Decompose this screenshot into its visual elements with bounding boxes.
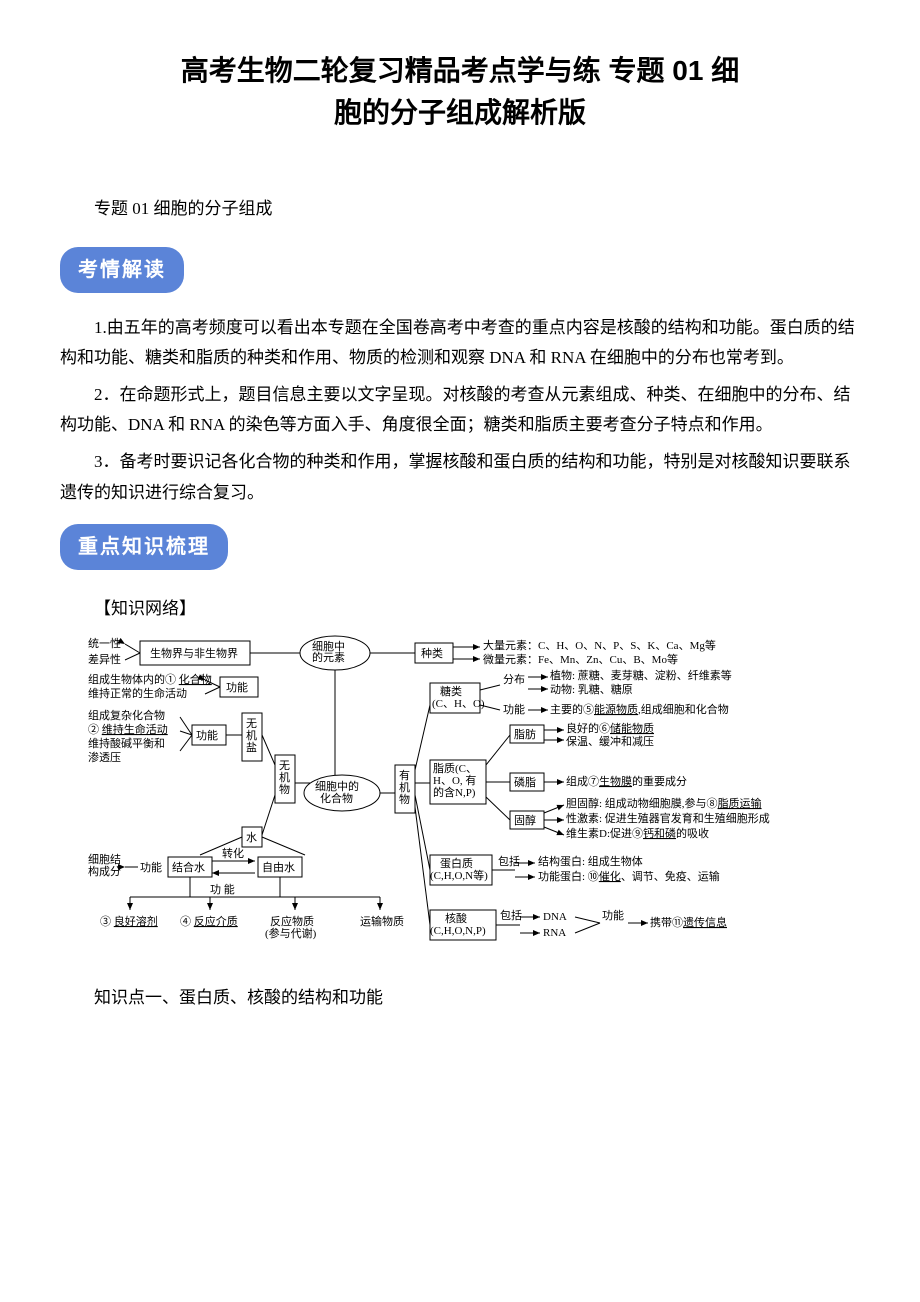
svg-text:机: 机 (279, 770, 290, 784)
svg-text:物: 物 (399, 792, 410, 806)
svg-text:组成⑦生物膜的重要成分: 组成⑦生物膜的重要成分 (566, 774, 687, 788)
network-heading: 【知识网络】 (60, 594, 860, 625)
knowledge-diagram: 统一性 差异性 生物界与非生物界 细胞中 的元素 种类 大量元素：C、H、O、N… (80, 635, 840, 976)
svg-text:功能: 功能 (196, 728, 218, 742)
svg-text:功能: 功能 (503, 702, 525, 716)
svg-text:组成复杂化合物: 组成复杂化合物 (88, 708, 165, 722)
svg-text:水: 水 (246, 831, 257, 844)
svg-text:糖类: 糖类 (440, 684, 462, 698)
svg-text:转化: 转化 (222, 846, 244, 860)
svg-text:细胞中的: 细胞中的 (315, 779, 359, 793)
svg-text:的元素: 的元素 (312, 650, 345, 664)
svg-text:④ 反应介质: ④ 反应介质 (180, 914, 238, 928)
svg-text:固醇: 固醇 (514, 813, 536, 827)
svg-text:携带⑪遗传信息: 携带⑪遗传信息 (650, 915, 727, 929)
svg-text:维生素D:促进⑨钙和磷的吸收: 维生素D:促进⑨钙和磷的吸收 (566, 826, 709, 840)
svg-text:脂质(C、: 脂质(C、 (433, 761, 477, 775)
svg-text:机: 机 (246, 728, 257, 742)
d-bioworld: 生物界与非生物界 (150, 646, 238, 660)
svg-text:蛋白质: 蛋白质 (440, 856, 473, 870)
svg-text:结合水: 结合水 (172, 860, 205, 874)
svg-text:包括: 包括 (500, 908, 522, 922)
svg-text:包括: 包括 (498, 854, 520, 868)
svg-text:脂肪: 脂肪 (514, 727, 536, 741)
d-kinds: 种类 (421, 646, 443, 660)
svg-text:胆固醇: 组成动物细胞膜,参与⑧脂质运输: 胆固醇: 组成动物细胞膜,参与⑧脂质运输 (566, 796, 762, 810)
svg-text:功能蛋白: ⑩催化、调节、免疫、运输: 功能蛋白: ⑩催化、调节、免疫、运输 (538, 869, 720, 883)
svg-text:运输物质: 运输物质 (360, 914, 404, 928)
d-func: 功能 (226, 680, 248, 694)
svg-text:构成分: 构成分 (88, 864, 121, 878)
topic-1: 知识点一、蛋白质、核酸的结构和功能 (60, 983, 860, 1014)
svg-text:RNA: RNA (543, 927, 566, 939)
paragraph-2: 2．在命题形式上，题目信息主要以文字呈现。对核酸的考查从元素组成、种类、在细胞中… (60, 380, 860, 441)
title-line-1: 高考生物二轮复习精品考点学与练 专题 01 细 (181, 55, 740, 86)
d-unity: 统一性 (88, 636, 121, 650)
subtitle: 专题 01 细胞的分子组成 (60, 194, 860, 225)
d-comp1: 组成生物体内的① 化合物 (88, 672, 212, 686)
svg-text:DNA: DNA (543, 911, 567, 923)
svg-text:(C,H,O,N等): (C,H,O,N等) (430, 868, 488, 882)
d-diff: 差异性 (88, 652, 121, 666)
svg-text:性激素: 促进生殖器官发育和生殖细胞形成: 性激素: 促进生殖器官发育和生殖细胞形成 (566, 811, 770, 825)
svg-text:H、O, 有: H、O, 有 (433, 773, 476, 787)
tag-exam-reading: 考情解读 (60, 247, 184, 293)
svg-text:保温、缓冲和减压: 保温、缓冲和减压 (566, 734, 654, 748)
svg-text:核酸: 核酸 (445, 911, 467, 925)
svg-text:主要的⑤能源物质,组成细胞和化合物: 主要的⑤能源物质,组成细胞和化合物 (550, 702, 729, 716)
svg-text:功 能: 功 能 (210, 882, 235, 896)
svg-text:(C,H,O,N,P): (C,H,O,N,P) (430, 925, 486, 937)
svg-text:植物: 蔗糖、麦芽糖、淀粉、纤维素等: 植物: 蔗糖、麦芽糖、淀粉、纤维素等 (550, 668, 732, 682)
svg-text:无: 无 (246, 718, 257, 730)
svg-text:反应物质: 反应物质 (270, 914, 314, 928)
svg-text:无: 无 (279, 760, 290, 772)
svg-text:③ 良好溶剂: ③ 良好溶剂 (100, 914, 158, 928)
svg-text:渗透压: 渗透压 (88, 750, 121, 764)
d-macro: 大量元素：C、H、O、N、P、S、K、Ca、Mg等 (483, 638, 716, 652)
svg-text:功能: 功能 (602, 908, 624, 922)
svg-text:② 维持生命活动: ② 维持生命活动 (88, 722, 168, 736)
key-knowledge-tag: 重点知识梳理 (60, 514, 860, 584)
svg-text:自由水: 自由水 (262, 860, 295, 874)
svg-text:磷脂: 磷脂 (514, 775, 536, 789)
svg-text:维持酸碱平衡和: 维持酸碱平衡和 (88, 736, 165, 750)
svg-text:(参与代谢): (参与代谢) (265, 926, 317, 940)
tag-key-knowledge: 重点知识梳理 (60, 524, 228, 570)
svg-text:细胞结: 细胞结 (88, 853, 121, 866)
paragraph-3: 3．备考时要识记各化合物的种类和作用，掌握核酸和蛋白质的结构和功能，特别是对核酸… (60, 447, 860, 508)
svg-text:动物: 乳糖、糖原: 动物: 乳糖、糖原 (550, 682, 633, 696)
page-title: 高考生物二轮复习精品考点学与练 专题 01 细 胞的分子组成解析版 (60, 50, 860, 134)
svg-text:物: 物 (279, 782, 290, 796)
svg-text:机: 机 (399, 780, 410, 794)
exam-reading-tag: 考情解读 (60, 237, 860, 307)
svg-text:盐: 盐 (246, 741, 257, 754)
svg-text:良好的⑥储能物质: 良好的⑥储能物质 (566, 721, 654, 735)
svg-text:分布: 分布 (503, 673, 525, 686)
svg-text:有: 有 (399, 768, 410, 782)
title-line-2: 胞的分子组成解析版 (334, 97, 586, 128)
svg-text:(C、H、O): (C、H、O) (432, 698, 485, 710)
svg-text:结构蛋白: 组成生物体: 结构蛋白: 组成生物体 (538, 854, 643, 868)
paragraph-1: 1.由五年的高考频度可以看出本专题在全国卷高考中考查的重点内容是核酸的结构和功能… (60, 313, 860, 374)
d-micro: 微量元素：Fe、Mn、Zn、Cu、B、Mo等 (483, 652, 678, 666)
svg-text:功能: 功能 (140, 860, 162, 874)
svg-text:化合物: 化合物 (320, 791, 353, 805)
svg-text:的含N,P): 的含N,P) (433, 785, 476, 799)
d-comp2: 维持正常的生命活动 (88, 686, 187, 700)
